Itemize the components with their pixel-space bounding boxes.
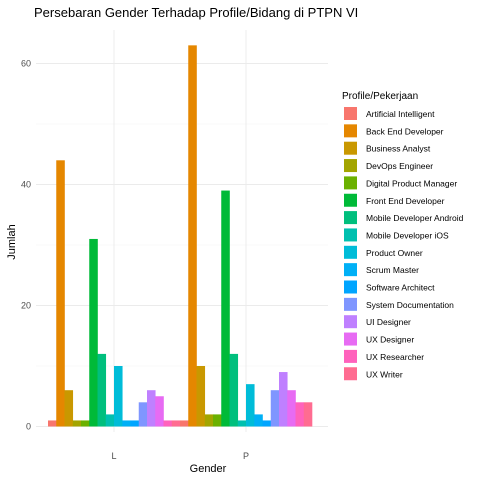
chart-title: Persebaran Gender Terhadap Profile/Bidan… <box>34 5 358 20</box>
legend-item: Digital Product Manager <box>344 176 457 190</box>
legend-item: Mobile Developer iOS <box>344 228 449 242</box>
bar <box>155 396 164 427</box>
bar <box>122 420 131 427</box>
legend-swatch <box>344 141 357 155</box>
bar <box>48 420 57 427</box>
legend-label: Product Owner <box>366 248 423 258</box>
bar <box>196 366 206 427</box>
legend-label: UX Researcher <box>366 352 424 362</box>
bar <box>72 420 82 427</box>
legend-swatch <box>344 263 357 277</box>
bar <box>221 190 230 427</box>
bar <box>81 420 90 427</box>
bar <box>246 384 255 427</box>
bar <box>270 390 280 427</box>
x-tick-label: L <box>111 451 116 461</box>
legend-swatch <box>344 367 357 381</box>
bar <box>114 366 123 427</box>
y-tick-label: 20 <box>21 301 31 311</box>
y-axis-title: Jumlah <box>6 224 18 259</box>
bar <box>163 420 173 427</box>
bar <box>171 420 181 427</box>
legend-label: Artificial Intelligent <box>366 109 435 119</box>
legend-swatch <box>344 176 357 190</box>
bar <box>188 45 197 427</box>
legend-swatch <box>344 107 357 120</box>
legend-swatch <box>344 332 357 346</box>
legend-item: System Documentation <box>344 297 454 311</box>
y-tick-label: 60 <box>21 59 31 69</box>
bar <box>56 160 65 427</box>
legend-label: System Documentation <box>366 300 454 310</box>
legend-swatch <box>344 245 357 259</box>
bar <box>295 402 305 427</box>
bar <box>254 414 263 427</box>
legend-item: UX Writer <box>344 367 403 381</box>
legend-item: Software Architect <box>344 280 435 294</box>
bar <box>180 420 189 427</box>
legend-swatch <box>344 193 357 207</box>
y-tick-label: 0 <box>26 422 31 432</box>
legend-swatch <box>344 228 357 242</box>
bar <box>89 238 98 427</box>
legend-swatch <box>344 315 357 329</box>
legend-label: Front End Developer <box>366 196 445 206</box>
legend-label: Mobile Developer Android <box>366 213 464 223</box>
legend-label: Software Architect <box>366 283 435 293</box>
x-tick-label: P <box>243 451 249 461</box>
legend-label: UX Writer <box>366 369 403 379</box>
legend-item: Product Owner <box>344 245 423 259</box>
legend-label: Digital Product Manager <box>366 178 457 188</box>
legend-label: UI Designer <box>366 317 411 327</box>
legend-item: Front End Developer <box>344 193 445 207</box>
legend-swatch <box>344 280 357 294</box>
legend-item: Business Analyst <box>344 141 431 155</box>
bar <box>105 414 115 427</box>
bars <box>48 45 313 427</box>
bar <box>303 402 313 427</box>
legend-title: Profile/Pekerjaan <box>342 91 418 102</box>
legend-label: Back End Developer <box>366 126 444 136</box>
legend-swatch <box>344 124 357 138</box>
bar <box>213 414 222 427</box>
legend: Profile/Pekerjaan Artificial Intelligent… <box>342 91 464 381</box>
bar <box>229 353 239 427</box>
legend-swatch <box>344 159 357 173</box>
legend-swatch <box>344 349 357 363</box>
legend-swatch <box>344 297 357 311</box>
legend-item: UI Designer <box>344 315 411 329</box>
legend-item: Scrum Master <box>344 263 419 277</box>
legend-label: Scrum Master <box>366 265 419 275</box>
x-axis-title: Gender <box>190 463 227 475</box>
y-tick-label: 40 <box>21 180 31 190</box>
bar <box>287 390 296 427</box>
legend-label: DevOps Engineer <box>366 161 433 171</box>
legend-item: UX Designer <box>344 332 414 346</box>
legend-label: Business Analyst <box>366 144 431 154</box>
legend-swatch <box>344 211 357 225</box>
legend-item: Mobile Developer Android <box>344 211 464 225</box>
legend-item: Back End Developer <box>344 124 444 138</box>
bar <box>279 372 288 427</box>
bar <box>147 390 156 427</box>
legend-label: UX Designer <box>366 335 414 345</box>
legend-item: DevOps Engineer <box>344 159 433 173</box>
y-axis-ticks: 0 20 40 60 <box>21 59 31 432</box>
bar <box>237 420 247 427</box>
bar <box>138 402 148 427</box>
grid <box>36 30 328 432</box>
bar <box>262 420 272 427</box>
bar <box>64 390 74 427</box>
legend-item: UX Researcher <box>344 349 424 363</box>
legend-item: Artificial Intelligent <box>344 107 435 120</box>
bar <box>97 353 107 427</box>
legend-label: Mobile Developer iOS <box>366 230 449 240</box>
bar <box>204 414 214 427</box>
bar <box>130 420 140 427</box>
